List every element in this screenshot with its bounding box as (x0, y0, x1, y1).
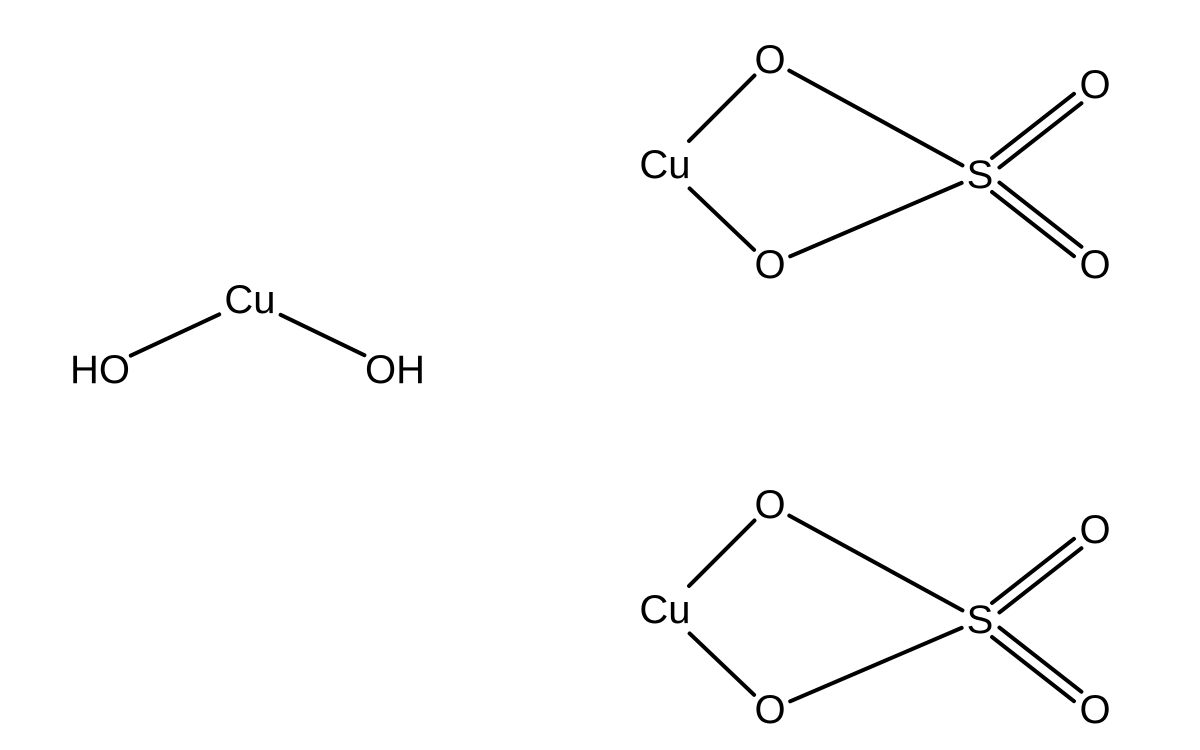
bond-double (992, 637, 1074, 701)
bond-double (999, 628, 1081, 692)
cu-oh2: HO Cu OH (70, 278, 425, 392)
atom-o: O (1079, 243, 1110, 287)
atom-cu: Cu (639, 143, 690, 187)
atom-ho: HO (70, 348, 130, 392)
bond-single (690, 633, 754, 694)
atom-o: O (1079, 508, 1110, 552)
bond-single (281, 315, 365, 355)
atom-s: S (967, 153, 994, 197)
bond-double (999, 183, 1081, 247)
bond-single (689, 521, 754, 586)
chemical-structure-diagram: HO Cu OH Cu O O S O O Cu O O S O O (0, 0, 1200, 750)
bond-double (992, 192, 1074, 256)
bond-single (690, 188, 754, 249)
atom-o: O (1079, 63, 1110, 107)
bond-double (999, 103, 1081, 167)
bond-double (999, 548, 1081, 612)
cu-so4-bottom: Cu O O S O O (639, 483, 1110, 732)
bond-single (790, 183, 961, 256)
atom-oh: OH (365, 348, 425, 392)
bond-single (790, 628, 961, 701)
bond-double (992, 539, 1074, 603)
atom-cu: Cu (639, 588, 690, 632)
atom-o: O (754, 243, 785, 287)
bond-single (789, 516, 962, 611)
atom-o: O (754, 688, 785, 732)
atom-s: S (967, 598, 994, 642)
cu-so4-top: Cu O O S O O (639, 38, 1110, 287)
bond-double (992, 94, 1074, 158)
bond-single (789, 71, 962, 166)
atom-o: O (754, 483, 785, 527)
atom-o: O (1079, 688, 1110, 732)
atom-cu: Cu (224, 278, 275, 322)
atom-o: O (754, 38, 785, 82)
bond-single (131, 314, 219, 355)
bond-single (689, 76, 754, 141)
